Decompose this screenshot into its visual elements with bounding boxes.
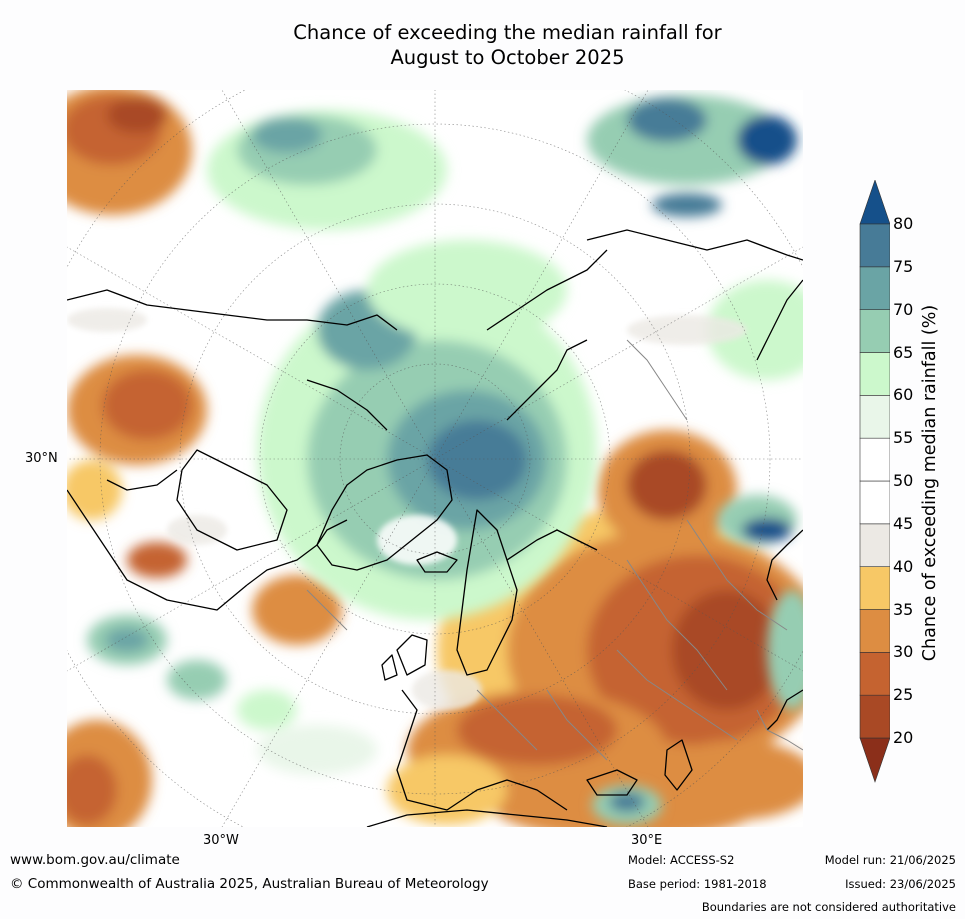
colorbar-bin xyxy=(859,266,890,310)
model-text: Model: ACCESS-S2 xyxy=(628,853,735,867)
colorbar-extend-low xyxy=(859,737,890,783)
colorbar-tick-label: 80 xyxy=(893,214,914,233)
issued-text: Issued: 23/06/2025 xyxy=(845,877,956,891)
lat-label-30n: 30°N xyxy=(25,451,58,466)
copyright-text: © Commonwealth of Australia 2025, Austra… xyxy=(10,876,489,892)
colorbar-tick-label: 20 xyxy=(893,728,914,747)
colorbar-bin xyxy=(859,309,890,353)
colorbar-tick-label: 60 xyxy=(893,385,914,405)
colorbar-bin xyxy=(859,694,890,739)
colorbar-extend-high xyxy=(859,180,890,225)
title-line-2: August to October 2025 xyxy=(390,46,625,69)
lon-label-30e: 30°E xyxy=(631,833,663,848)
lon-label-30w: 30°W xyxy=(203,833,239,848)
colorbar-tick-label: 70 xyxy=(893,299,914,319)
colorbar-tick-label: 55 xyxy=(893,428,914,448)
map-title: Chance of exceeding the median rainfall … xyxy=(0,20,965,70)
colorbar-bin xyxy=(859,437,890,482)
colorbar-bin xyxy=(859,223,890,268)
colorbar-bin xyxy=(859,652,890,696)
colorbar-bin xyxy=(859,352,890,396)
map-svg xyxy=(67,90,803,827)
colorbar xyxy=(859,180,890,783)
rainfall-map xyxy=(67,90,803,827)
colorbar-bin xyxy=(859,523,890,567)
wet-regions xyxy=(87,95,803,825)
colorbar-tick-label: 25 xyxy=(893,685,914,705)
colorbar-tick-label: 65 xyxy=(893,342,914,362)
website-text: www.bom.gov.au/climate xyxy=(10,852,180,868)
model-run-text: Model run: 21/06/2025 xyxy=(824,853,956,867)
greenland-interior xyxy=(377,515,457,565)
colorbar-tick-label: 75 xyxy=(893,256,914,276)
colorbar-tick-label: 45 xyxy=(893,513,914,533)
disclaimer-text: Boundaries are not considered authoritat… xyxy=(701,900,956,914)
colorbar-tick-label: 50 xyxy=(893,471,914,490)
colorbar-label: Chance of exceeding median rainfall (%) xyxy=(920,304,940,662)
colorbar-bin xyxy=(859,480,890,525)
colorbar-bin xyxy=(859,395,890,439)
colorbar-bin xyxy=(859,609,890,653)
graticule xyxy=(67,90,803,827)
colorbar-tick-label: 40 xyxy=(893,556,914,576)
coastlines xyxy=(67,229,803,827)
title-line-1: Chance of exceeding the median rainfall … xyxy=(293,21,722,44)
base-period-text: Base period: 1981-2018 xyxy=(628,877,767,891)
colorbar-bins xyxy=(859,180,890,783)
colorbar-bin xyxy=(859,566,890,610)
country-borders xyxy=(306,339,803,761)
colorbar-tick-label: 35 xyxy=(893,599,914,619)
colorbar-tick-label: 30 xyxy=(893,642,914,662)
